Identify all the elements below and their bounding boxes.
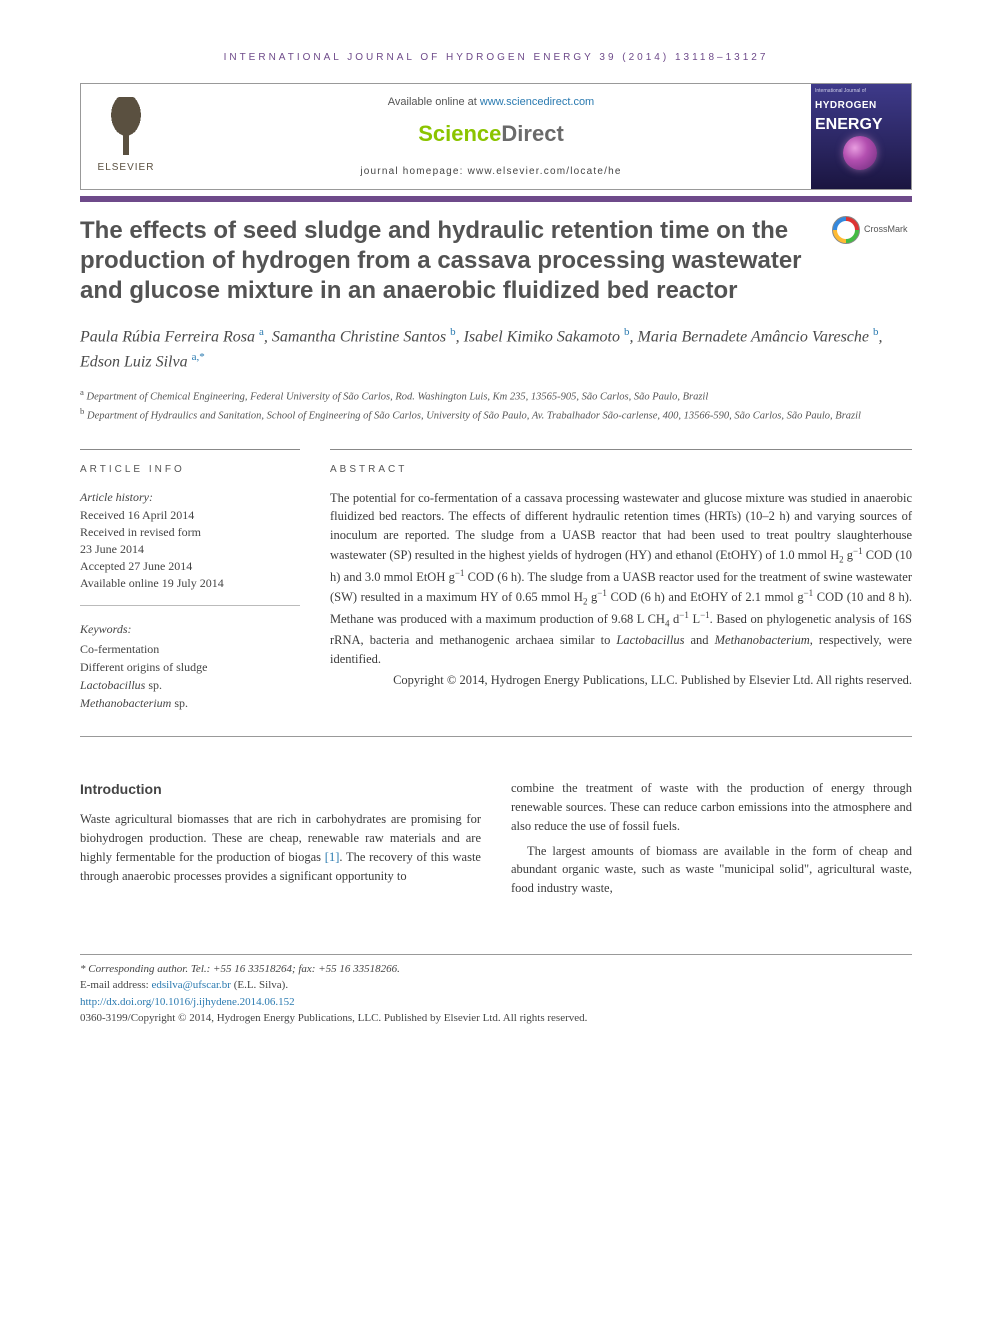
article-title: The effects of seed sludge and hydraulic… [80, 216, 816, 306]
intro-paragraph-1: Waste agricultural biomasses that are ri… [80, 810, 481, 885]
journal-homepage-link[interactable]: www.elsevier.com/locate/he [468, 166, 622, 177]
page-footer: * Corresponding author. Tel.: +55 16 335… [80, 954, 912, 1027]
keyword-item: Lactobacillus sp. [80, 676, 300, 694]
abstract-label: ABSTRACT [330, 462, 912, 477]
history-line: 23 June 2014 [80, 541, 300, 558]
sd-logo-part2: Direct [501, 121, 563, 146]
body-text-columns: Introduction Waste agricultural biomasse… [80, 779, 912, 904]
crossmark-widget[interactable]: CrossMark [832, 216, 912, 244]
sciencedirect-link[interactable]: www.sciencedirect.com [480, 96, 594, 108]
abstract-column: ABSTRACT The potential for co-fermentati… [330, 449, 912, 713]
authors-list: Paula Rúbia Ferreira Rosa a, Samantha Ch… [80, 324, 912, 375]
doi-link[interactable]: http://dx.doi.org/10.1016/j.ijhydene.201… [80, 996, 295, 1008]
masthead-block: ELSEVIER Available online at www.science… [80, 83, 912, 190]
article-info-column: ARTICLE INFO Article history: Received 1… [80, 449, 300, 713]
intro-paragraph-2: combine the treatment of waste with the … [511, 779, 912, 835]
elsevier-logo[interactable]: ELSEVIER [81, 84, 171, 189]
crossmark-icon [832, 216, 860, 244]
keywords-heading: Keywords: [80, 620, 300, 638]
abstract-bottom-rule [80, 736, 912, 737]
title-separator-bar [80, 196, 912, 202]
elsevier-tree-icon [96, 97, 156, 157]
history-line: Received in revised form [80, 524, 300, 541]
history-line: Received 16 April 2014 [80, 507, 300, 524]
keyword-item: Methanobacterium sp. [80, 694, 300, 712]
article-info-label: ARTICLE INFO [80, 462, 300, 477]
crossmark-label: CrossMark [864, 223, 908, 237]
history-line: Accepted 27 June 2014 [80, 558, 300, 575]
sd-logo-part1: Science [418, 121, 501, 146]
abstract-text: The potential for co-fermentation of a c… [330, 489, 912, 690]
cover-overline: International Journal of [815, 88, 907, 96]
available-online-line: Available online at www.sciencedirect.co… [388, 94, 594, 111]
keywords-block: Keywords: Co-fermentation Different orig… [80, 620, 300, 712]
elsevier-label: ELSEVIER [98, 160, 155, 175]
masthead-center: Available online at www.sciencedirect.co… [171, 84, 811, 189]
affiliation-a: a Department of Chemical Engineering, Fe… [80, 386, 912, 405]
introduction-heading: Introduction [80, 779, 481, 800]
cover-orb-graphic [843, 136, 877, 170]
article-history: Article history: Received 16 April 2014 … [80, 489, 300, 607]
intro-paragraph-3: The largest amounts of biomass are avail… [511, 842, 912, 898]
cover-title-1: HYDROGEN [815, 98, 907, 113]
sciencedirect-logo[interactable]: ScienceDirect [418, 117, 564, 150]
body-column-right: combine the treatment of waste with the … [511, 779, 912, 904]
email-line: E-mail address: edsilva@ufscar.br (E.L. … [80, 977, 912, 994]
abstract-copyright: Copyright © 2014, Hydrogen Energy Public… [330, 671, 912, 690]
journal-homepage-line: journal homepage: www.elsevier.com/locat… [360, 164, 621, 179]
homepage-prefix: journal homepage: [360, 166, 467, 177]
corresponding-author-line: * Corresponding author. Tel.: +55 16 335… [80, 961, 912, 978]
available-prefix: Available online at [388, 96, 480, 108]
keyword-item: Co-fermentation [80, 640, 300, 658]
history-heading: Article history: [80, 489, 300, 506]
history-line: Available online 19 July 2014 [80, 575, 300, 592]
issn-copyright-line: 0360-3199/Copyright © 2014, Hydrogen Ene… [80, 1010, 912, 1027]
journal-cover-thumbnail[interactable]: International Journal of HYDROGEN ENERGY [811, 84, 911, 189]
keyword-item: Different origins of sludge [80, 658, 300, 676]
affiliations-block: a Department of Chemical Engineering, Fe… [80, 386, 912, 425]
affiliation-b: b Department of Hydraulics and Sanitatio… [80, 405, 912, 424]
journal-running-head: INTERNATIONAL JOURNAL OF HYDROGEN ENERGY… [80, 50, 912, 65]
body-column-left: Introduction Waste agricultural biomasse… [80, 779, 481, 904]
cover-title-2: ENERGY [815, 113, 907, 137]
corresponding-email-link[interactable]: edsilva@ufscar.br [151, 979, 230, 991]
